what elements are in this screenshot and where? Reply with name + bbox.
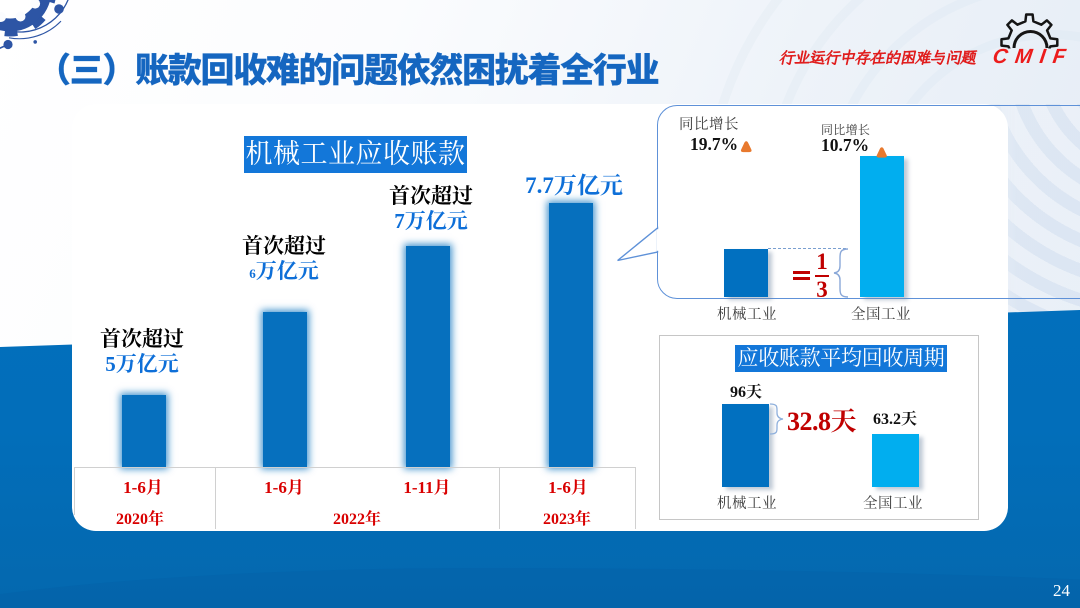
svg-text:CMIF: CMIF — [991, 45, 1074, 68]
